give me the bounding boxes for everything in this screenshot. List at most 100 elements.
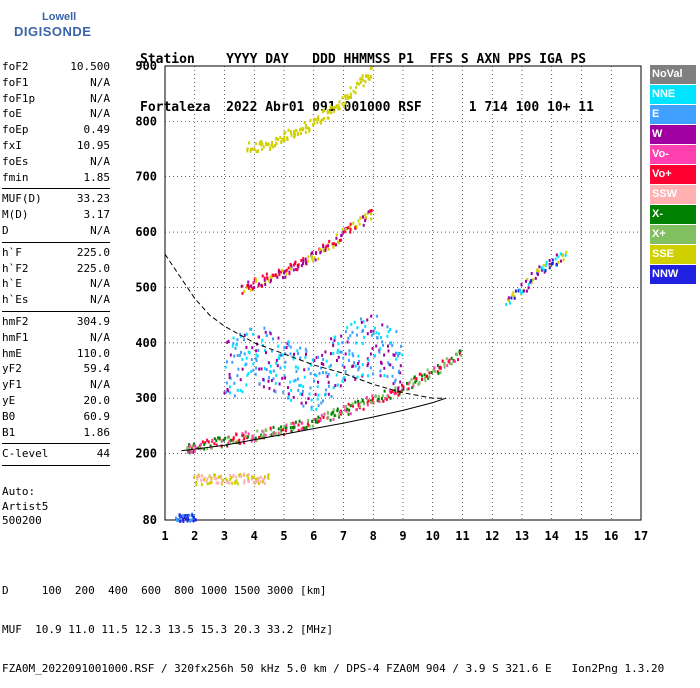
echo-point (262, 145, 265, 149)
echo-point (551, 261, 554, 265)
echo-point (239, 378, 242, 382)
echo-point (227, 339, 230, 343)
param-label: foF1p (2, 91, 36, 105)
echo-point (269, 275, 272, 279)
echo-point (335, 373, 338, 377)
echo-point (269, 426, 272, 430)
echo-point (311, 251, 314, 255)
echo-point (311, 256, 313, 260)
echo-point (395, 351, 397, 355)
echo-point (249, 284, 252, 288)
echo-point (264, 330, 267, 334)
echo-point (371, 398, 374, 402)
param-row-yf1: yF1 N/A (2, 378, 110, 394)
echo-point (277, 431, 280, 435)
echo-point (368, 78, 371, 82)
echo-point (340, 233, 343, 237)
echo-point (351, 352, 354, 356)
echo-point (281, 353, 284, 357)
echo-point (327, 392, 330, 396)
echo-point (341, 411, 344, 415)
echo-point (447, 360, 450, 364)
echo-point (428, 371, 431, 375)
echo-point (377, 394, 380, 398)
echo-point (254, 142, 257, 146)
param-value: 44 (96, 447, 110, 461)
echo-point (366, 364, 369, 368)
echo-point (354, 226, 357, 230)
param-label: B1 (2, 425, 16, 439)
echo-point (317, 355, 319, 359)
echo-point (544, 269, 547, 272)
param-row-md: M(D) 3.17 (2, 208, 110, 224)
echo-point (247, 473, 250, 477)
echo-point (376, 399, 379, 403)
echo-point (307, 255, 310, 259)
echo-point (262, 343, 265, 347)
echo-point (443, 361, 446, 365)
echo-point (305, 401, 307, 405)
echo-point (282, 390, 285, 394)
echo-point (187, 447, 190, 451)
echo-point (386, 374, 389, 378)
echo-point (309, 118, 312, 122)
footer: D 100 200 400 600 800 1000 1500 3000 [km… (2, 558, 664, 688)
echo-point (360, 320, 363, 324)
echo-point (327, 384, 330, 388)
echo-point (395, 357, 398, 361)
echo-point (342, 104, 345, 108)
param-separator (2, 310, 110, 312)
echo-point (228, 372, 231, 376)
echo-point (287, 392, 290, 396)
echo-point (315, 251, 317, 255)
echo-point (231, 360, 234, 364)
echo-point (521, 290, 524, 294)
echo-point (394, 389, 397, 393)
echo-point (295, 268, 298, 271)
echo-point (423, 376, 426, 380)
echo-point (210, 478, 213, 482)
echo-point (541, 266, 544, 270)
echo-point (557, 255, 560, 259)
echo-point (226, 443, 228, 447)
echo-point (293, 352, 295, 356)
echo-point (186, 513, 189, 517)
echo-point (362, 320, 365, 324)
echo-point (330, 395, 333, 398)
echo-point (427, 376, 430, 380)
param-row-clevel: C-level 44 (2, 447, 110, 463)
echo-point (286, 138, 289, 141)
echo-point (352, 89, 355, 93)
echo-point (319, 251, 322, 255)
param-row-he: h`E N/A (2, 277, 110, 293)
echo-point (283, 135, 286, 139)
echo-point (401, 353, 404, 357)
echo-point (198, 474, 201, 478)
echo-point (527, 282, 530, 286)
echo-point (367, 210, 370, 214)
x-tick-label: 10 (426, 529, 440, 543)
echo-point (258, 335, 260, 339)
echo-point (415, 379, 418, 383)
echo-point (407, 382, 410, 386)
header-line-2: Fortaleza 2022 Abr01 091 001000 RSF 1 71… (140, 100, 594, 115)
echo-point (415, 377, 418, 381)
echo-point (370, 209, 373, 212)
echo-point (334, 384, 337, 388)
echo-point (304, 347, 307, 351)
echo-point (273, 389, 276, 393)
echo-point (215, 477, 218, 481)
param-row-b1: B1 1.86 (2, 426, 110, 442)
echo-point (505, 303, 508, 306)
echo-point (509, 301, 511, 305)
echo-point (564, 253, 567, 257)
echo-point (310, 363, 313, 367)
echo-point (292, 427, 295, 431)
echo-point (426, 375, 428, 378)
echo-point (338, 107, 341, 111)
echo-point (308, 424, 311, 428)
echo-point (254, 357, 257, 361)
echo-point (279, 366, 282, 370)
echo-point (233, 481, 236, 485)
echo-point (231, 481, 234, 485)
